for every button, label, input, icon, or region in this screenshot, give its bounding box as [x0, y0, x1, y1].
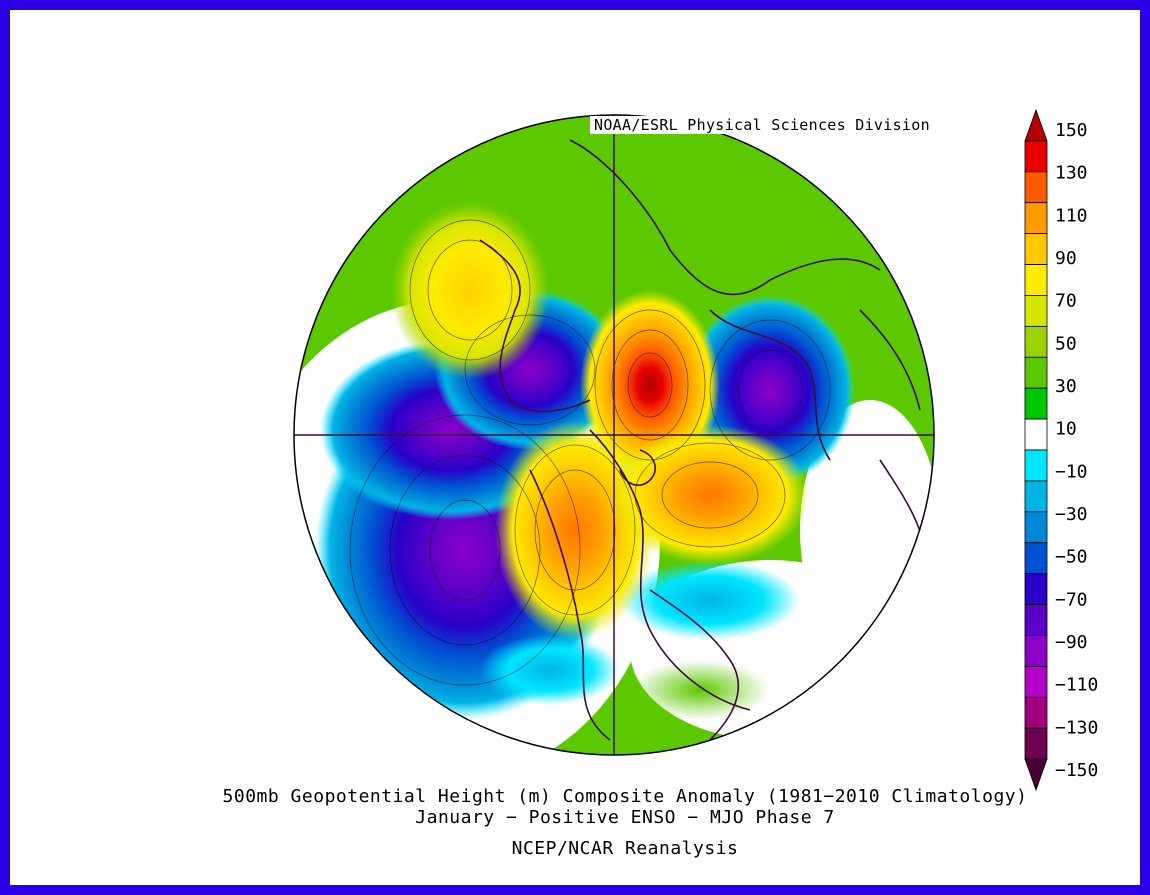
colorbar-swatch	[1024, 356, 1048, 389]
organization-label: NOAA/ESRL Physical Sciences Division	[590, 116, 934, 134]
colorbar-tick-label: 150	[1055, 120, 1088, 141]
colorbar-swatch	[1024, 325, 1048, 358]
colorbar-swatch	[1024, 171, 1048, 204]
colorbar-swatch	[1024, 665, 1048, 698]
colorbar-swatch	[1024, 264, 1048, 296]
colorbar-swatch	[1024, 202, 1048, 235]
pos-anomaly-greenland	[610, 425, 810, 565]
colorbar-tick-label: 110	[1055, 205, 1088, 226]
colorbar-swatch	[1024, 696, 1048, 729]
colorbar-swatch	[1024, 295, 1048, 327]
colorbar-tick-label: 30	[1055, 376, 1077, 397]
data-source: NCEP/NCAR Reanalysis	[511, 838, 739, 859]
colorbar-tick-label: 130	[1055, 163, 1088, 184]
colorbar-tick-label: −30	[1055, 504, 1088, 525]
coastlines	[479, 139, 926, 741]
colorbar-tick-label: −50	[1055, 547, 1088, 568]
colorbar-tick-label: 50	[1055, 333, 1077, 354]
neg-anomaly-us-east	[620, 560, 800, 640]
colorbar-tick-label: 10	[1055, 419, 1077, 440]
colorbar-swatch	[1024, 542, 1048, 575]
colorbar-tick-label: −110	[1055, 675, 1098, 696]
colorbar-swatch	[1024, 635, 1048, 667]
colorbar-swatch	[1024, 387, 1048, 420]
colorbar-tick-label: −130	[1055, 717, 1098, 738]
polar-map: 150 130 110 90 70 50 30 10 −10 −30 −50 −70 −90 −110 −1…	[293, 108, 1098, 792]
globe	[293, 114, 935, 756]
colorbar-tick-label: 70	[1055, 291, 1077, 312]
colorbar-tick-label: −150	[1055, 760, 1098, 781]
colorbar-tick-label: −70	[1055, 589, 1088, 610]
colorbar-swatch	[1024, 233, 1048, 265]
plot-frame: 150 130 110 90 70 50 30 10 −10 −30 −50 −70 −90 −110 −1…	[10, 10, 1140, 885]
colorbar-swatch	[1024, 418, 1048, 451]
pos-anomaly-alaska	[390, 200, 550, 380]
colorbar-swatch	[1024, 573, 1048, 605]
colorbar-tick-label: −10	[1055, 461, 1088, 482]
plot-subtitle: January − Positive ENSO − MJO Phase 7	[415, 807, 835, 828]
colorbar-swatch	[1024, 511, 1048, 544]
colorbar: 150 130 110 90 70 50 30 10 −10 −30 −50 −70 −90 −110 −1…	[1024, 108, 1098, 792]
colorbar-tick-label: 90	[1055, 248, 1077, 269]
colorbar-swatch	[1024, 604, 1048, 636]
colorbar-swatch	[1024, 480, 1048, 513]
colorbar-swatch	[1024, 108, 1048, 142]
colorbar-swatch	[1024, 758, 1048, 792]
plot-title: 500mb Geopotential Height (m) Composite …	[222, 786, 1028, 807]
colorbar-tick-label: −90	[1055, 632, 1088, 653]
colorbar-swatch	[1024, 449, 1048, 482]
colorbar-swatch	[1024, 727, 1048, 760]
colorbar-swatch	[1024, 140, 1048, 173]
